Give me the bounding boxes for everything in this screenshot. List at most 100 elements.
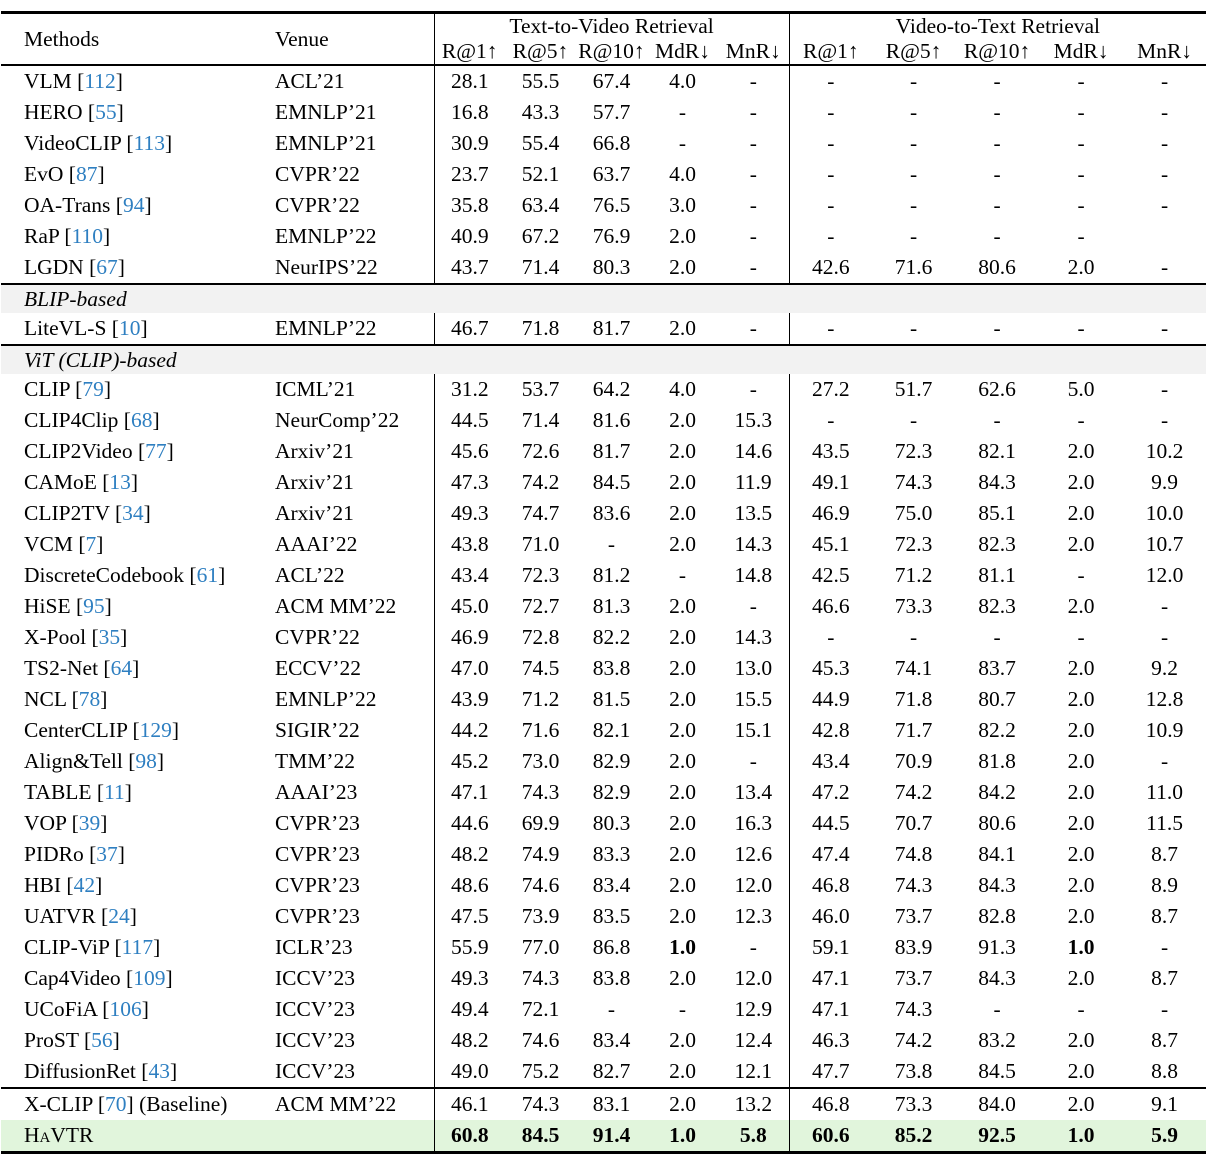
- metric-value: 2.0: [1067, 749, 1095, 773]
- citation-link[interactable]: 117: [121, 935, 154, 959]
- method-cell: HBI [42]: [24, 873, 103, 897]
- citation-link[interactable]: 34: [122, 501, 144, 525]
- metric-value: -: [1077, 224, 1085, 248]
- metric-value: 81.5: [592, 687, 631, 711]
- metric-value: 73.7: [894, 904, 933, 928]
- metric-value: 83.3: [592, 842, 631, 866]
- col-header-venue: Venue: [275, 26, 329, 51]
- metric-value: 82.1: [978, 439, 1016, 463]
- metric-value: 46.0: [788, 901, 873, 932]
- metric-value: -: [909, 224, 918, 248]
- citation-link[interactable]: 79: [82, 377, 104, 401]
- method-cell: DiffusionRet [43]: [24, 1059, 178, 1083]
- metric-value: 83.8: [592, 656, 631, 680]
- metric-value: 2.0: [669, 470, 696, 494]
- citation-link[interactable]: 113: [133, 131, 166, 155]
- venue-cell: CVPR’23: [275, 811, 360, 835]
- metric-value: 2.0: [1067, 966, 1095, 990]
- metric-value: -: [909, 408, 918, 432]
- metric-value: 81.7: [592, 439, 631, 463]
- citation-link[interactable]: 64: [110, 656, 133, 680]
- metric-value: 12.3: [734, 904, 773, 928]
- table-row: RaP [110] EMNLP’22 40.9 67.2 76.9 2.0 - - - - -: [1, 221, 1206, 252]
- citation-link[interactable]: 68: [130, 408, 153, 432]
- metric-value: 12.0: [734, 966, 773, 990]
- citation-link[interactable]: 56: [91, 1028, 113, 1052]
- metric-value: 12.8: [1145, 687, 1184, 711]
- method-cell: CAMoE [13]: [24, 470, 139, 494]
- metric-value: -: [788, 622, 873, 653]
- citation-link[interactable]: 67: [96, 255, 118, 279]
- table-row: PIDRo [37] CVPR’23 48.2 74.9 83.3 2.0 12.6 47.4…: [1, 839, 1206, 870]
- table-row: LiteVL-S [10] EMNLP’22 46.7 71.8 81.7 2.0 - - - -…: [1, 313, 1206, 345]
- method-name: EvO: [24, 162, 64, 186]
- metric-value: -: [678, 997, 687, 1021]
- metric-value: 80.6: [978, 811, 1016, 835]
- citation-link[interactable]: 42: [73, 873, 96, 897]
- metric-value: 64.2: [592, 377, 631, 401]
- venue-cell: CVPR’22: [275, 625, 360, 649]
- metric-value: 4.0: [669, 377, 696, 401]
- metric-value: 80.3: [592, 811, 631, 835]
- metric-value: 69.9: [521, 811, 560, 835]
- citation-link[interactable]: 7: [85, 532, 97, 556]
- metric-value: -: [1160, 162, 1169, 186]
- citation-link[interactable]: 37: [96, 842, 118, 866]
- method-cell: ProST [56]: [24, 1028, 120, 1052]
- table-row: TS2-Net [64] ECCV’22 47.0 74.5 83.8 2.0 13.0 45…: [1, 653, 1206, 684]
- citation-link[interactable]: 70: [105, 1092, 127, 1116]
- metric-value: -: [1160, 100, 1169, 124]
- metric-value: 47.1: [433, 777, 505, 808]
- metric-value: 2.0: [1067, 255, 1095, 279]
- venue-cell: ACL’22: [275, 563, 345, 587]
- method-name: RaP: [24, 224, 60, 248]
- metric-value: 12.0: [1145, 563, 1184, 587]
- metric-value: 2.0: [669, 780, 696, 804]
- metric-value: 10.7: [1145, 532, 1184, 556]
- method-cell: PIDRo [37]: [24, 842, 125, 866]
- citation-link[interactable]: 78: [78, 687, 101, 711]
- citation-link[interactable]: 106: [109, 997, 142, 1021]
- citation-link[interactable]: 11: [104, 780, 125, 804]
- metric-value: -: [749, 69, 757, 93]
- metric-value: -: [909, 625, 918, 649]
- citation-link[interactable]: 94: [122, 193, 145, 217]
- citation-link[interactable]: 43: [148, 1059, 170, 1083]
- metric-value: 43.5: [788, 436, 873, 467]
- citation-link[interactable]: 13: [109, 470, 131, 494]
- citation-link[interactable]: 61: [196, 563, 219, 587]
- citation-link[interactable]: 39: [78, 811, 101, 835]
- metric-value: -: [788, 65, 873, 97]
- citation-link[interactable]: 24: [108, 904, 130, 928]
- venue-cell: ACM MM’22: [273, 1087, 434, 1120]
- citation-link[interactable]: 35: [98, 625, 121, 649]
- method-cell: CLIP-ViP [117]: [24, 935, 161, 959]
- citation-link[interactable]: 55: [95, 100, 117, 124]
- metric-value: 12.0: [734, 873, 773, 897]
- section-row: BLIP-based: [1, 283, 1207, 313]
- metric-value: -: [993, 316, 1001, 340]
- method-cell: CLIP2Video [77]: [24, 439, 174, 463]
- citation-link[interactable]: 110: [71, 224, 104, 248]
- metric-value: 46.8: [788, 1087, 873, 1120]
- citation-link[interactable]: 109: [133, 966, 166, 990]
- citation-link[interactable]: 112: [84, 69, 116, 93]
- citation-link[interactable]: 95: [83, 594, 105, 618]
- citation-link[interactable]: 10: [118, 316, 141, 340]
- metric-value: -: [993, 224, 1001, 248]
- method-cell: TS2-Net [64]: [24, 656, 140, 680]
- citation-link[interactable]: 98: [135, 749, 157, 773]
- method-cell: UATVR [24]: [24, 904, 137, 928]
- citation-link[interactable]: 129: [139, 718, 172, 742]
- metric-value: 74.6: [521, 873, 560, 897]
- metric-value: 2.0: [669, 656, 696, 680]
- citation-link[interactable]: 77: [145, 439, 167, 463]
- method-cell: LiteVL-S [10]: [24, 316, 148, 340]
- table-row: OA-Trans [94] CVPR’22 35.8 63.4 76.5 3.0 - - - - -…: [1, 190, 1206, 221]
- venue-cell: Arxiv’21: [275, 439, 354, 463]
- metric-value: 14.8: [734, 563, 773, 587]
- metric-value: -: [1160, 997, 1169, 1021]
- method-name: HBI: [24, 873, 62, 897]
- citation-link[interactable]: 87: [75, 162, 98, 186]
- metric-value: -: [788, 221, 873, 252]
